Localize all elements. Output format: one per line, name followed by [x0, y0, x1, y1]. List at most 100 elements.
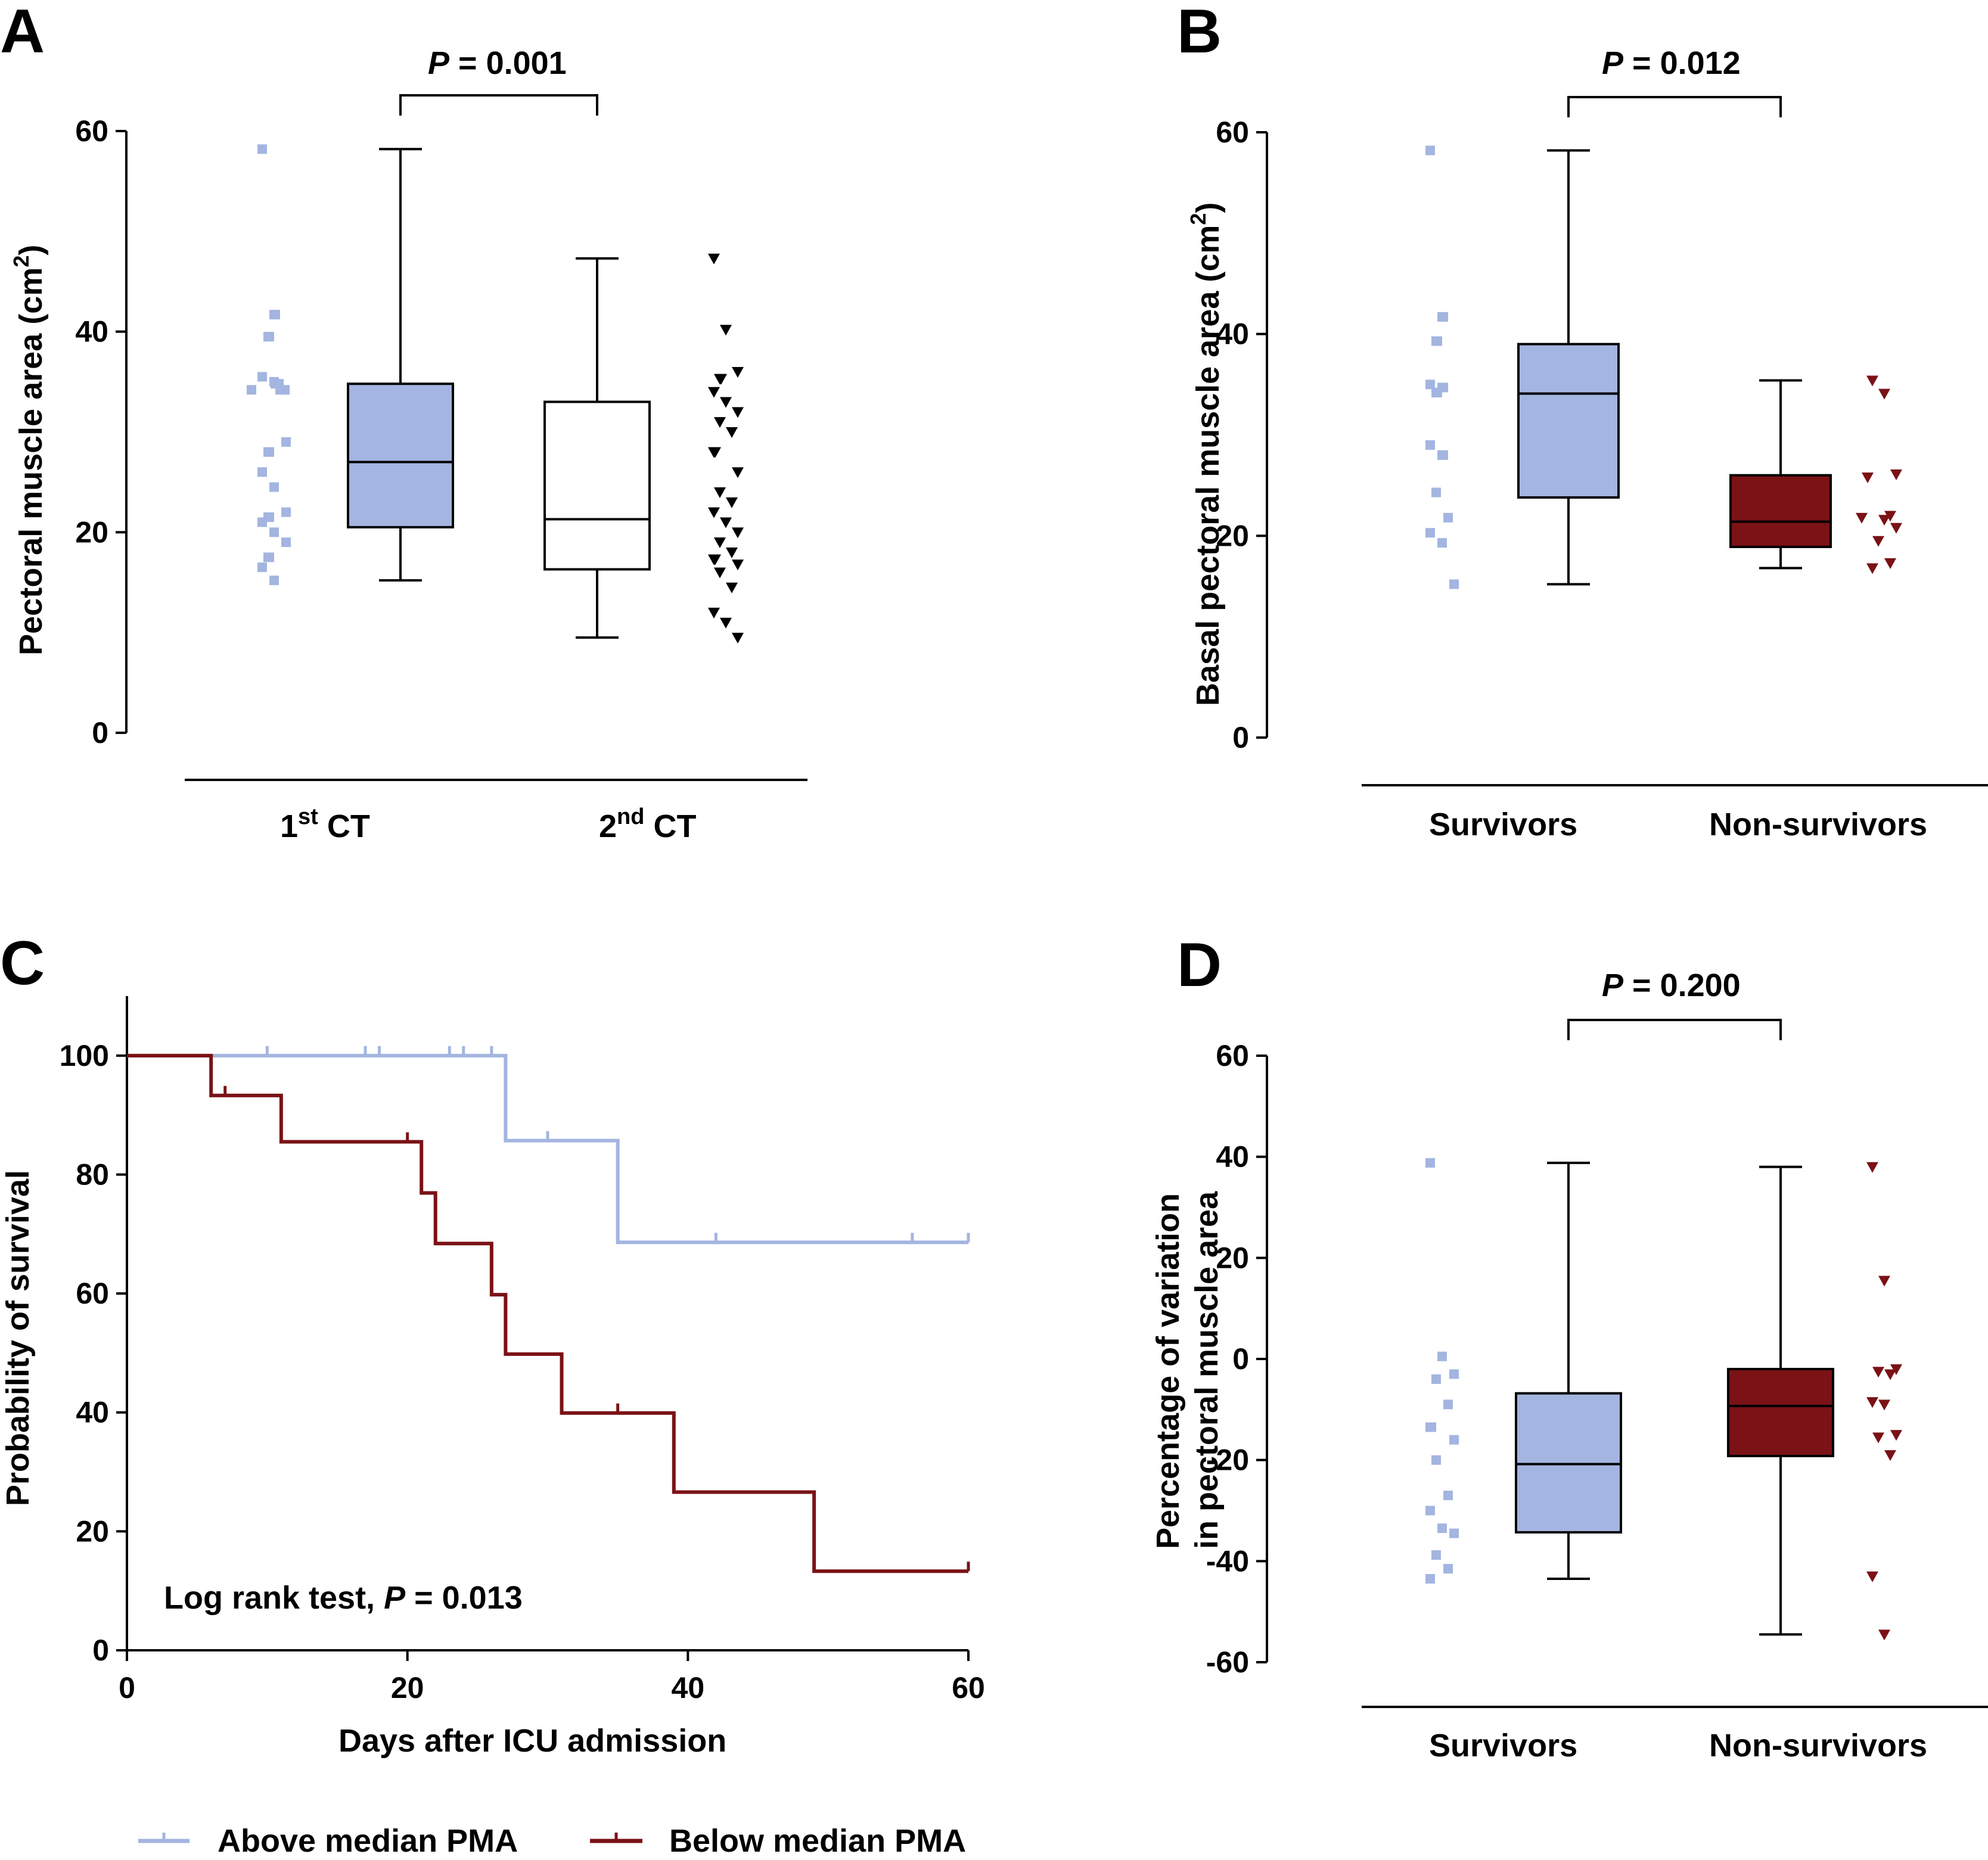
scatter-point-triangle [1866, 1397, 1878, 1408]
category-label-survivors-b: Survivors [1429, 807, 1577, 842]
scatter-point-square [257, 372, 267, 382]
scatter-point-square [281, 537, 291, 548]
scatter-point-square [1425, 440, 1435, 450]
box-iqr [1517, 343, 1620, 499]
scatter-point-triangle [708, 507, 720, 518]
scatter-point-square [1449, 1435, 1459, 1445]
y-axis-label-a: Pectoral muscle area (cm2) [9, 245, 49, 655]
box-iqr [1515, 1392, 1622, 1534]
x-tick-label: 20 [391, 1671, 424, 1705]
scatter-point-square [1427, 1422, 1436, 1432]
p-value-b: P = 0.012 [1602, 45, 1741, 81]
scatter-point-triangle [708, 387, 720, 398]
x-tick-label: 40 [672, 1671, 705, 1705]
y-tick-label: 40 [76, 1396, 109, 1429]
scatter-point-square [1449, 1528, 1459, 1538]
scatter-point-triangle [1862, 472, 1874, 484]
category-label-2nd-ct: 2nd CT [599, 804, 696, 844]
x-axis-label-c: Days after ICU admission [338, 1723, 726, 1759]
scatter-point-square [1443, 1491, 1453, 1501]
y-tick-label: 60 [1216, 116, 1249, 149]
scatter-point-triangle [1890, 1364, 1902, 1375]
scatter-point-square [269, 527, 279, 537]
y-axis-label-d-line1: Percentage of variation [1150, 1193, 1186, 1549]
log-rank-annotation: Log rank test, P = 0.013 [164, 1580, 523, 1616]
scatter-point-square [265, 332, 274, 342]
panel-letter-d: D [1177, 931, 1222, 1000]
scatter-point-triangle [726, 497, 738, 508]
scatter-point-square [1425, 1158, 1435, 1168]
category-label-survivors-d: Survivors [1429, 1728, 1577, 1763]
y-tick-label: 20 [75, 515, 108, 549]
y-tick-label: -40 [1206, 1544, 1249, 1578]
scatter-point-triangle [732, 559, 744, 571]
scatter-point-triangle [1872, 536, 1884, 547]
scatter-point-square [257, 562, 267, 573]
survival-curve [127, 1053, 968, 1573]
p-value-d: P = 0.200 [1602, 968, 1741, 1003]
scatter-point-triangle [714, 487, 726, 498]
scatter-point-triangle [732, 407, 744, 418]
scatter-point-square [271, 310, 280, 320]
scatter-point-square [1425, 380, 1435, 390]
scatter-point-square [1443, 1399, 1453, 1410]
scatter-point-square [1449, 579, 1459, 589]
scatter-point-triangle [1884, 558, 1896, 570]
scatter-point-triangle [1866, 1162, 1878, 1173]
y-tick-label: 0 [1232, 1342, 1249, 1376]
legend-label-above: Above median PMA [218, 1823, 518, 1857]
scatter-point-triangle [1878, 1399, 1890, 1411]
significance-bracket [1567, 1019, 1782, 1040]
category-label-1st-ct: 1st CT [280, 804, 370, 844]
scatter-point-square [1439, 450, 1448, 460]
y-axis-label-c: Probability of survival [0, 1170, 36, 1506]
y-tick-label: 40 [1216, 1140, 1249, 1174]
scatter-point-triangle [1866, 563, 1878, 574]
scatter-point-triangle [732, 633, 744, 644]
scatter-point-triangle [715, 374, 727, 385]
y-tick-label: -60 [1206, 1646, 1249, 1679]
scatter-point-triangle [1884, 1450, 1896, 1461]
scatter-point-triangle [732, 467, 744, 478]
scatter-point-square [265, 447, 274, 457]
panel-b: B P = 0.012 Basal pectoral muscle area (… [1177, 0, 1988, 842]
scatter-point-triangle [1890, 522, 1902, 534]
scatter-point-triangle [714, 537, 726, 549]
scatter-point-triangle [720, 617, 732, 629]
scatter-point-square [1425, 145, 1435, 155]
panel-a: A P = 0.001 Pectoral muscle area (cm2) 1… [0, 0, 807, 844]
scatter-point-triangle [726, 582, 738, 593]
y-tick-label: 40 [1216, 318, 1249, 351]
y-tick-label: 20 [1216, 519, 1249, 552]
y-tick-label: 20 [1216, 1241, 1249, 1274]
scatter-point-square [1425, 1506, 1435, 1516]
scatter-point-triangle [1872, 1432, 1884, 1444]
scatter-point-square [257, 517, 267, 527]
scatter-point-triangle [709, 447, 721, 458]
y-tick-label: 0 [92, 1634, 109, 1667]
scatter-point-triangle [1884, 1369, 1896, 1380]
scatter-point-triangle [726, 548, 738, 558]
scatter-point-triangle [726, 427, 738, 438]
box-iqr [347, 382, 454, 528]
survival-curve [127, 1053, 968, 1245]
significance-bracket [1567, 96, 1782, 117]
scatter-point-triangle [1866, 375, 1878, 387]
panel-letter-a: A [0, 0, 45, 66]
scatter-point-triangle [1878, 1629, 1890, 1641]
y-axis-label-d-line2: in pectoral muscle area [1189, 1191, 1225, 1549]
category-label-non-survivors-d: Non-survivors [1709, 1728, 1927, 1763]
scatter-point-triangle [1866, 1571, 1878, 1582]
scatter-point-triangle [708, 253, 720, 265]
y-tick-label: 0 [92, 716, 108, 749]
y-tick-label: 40 [75, 315, 108, 349]
scatter-point-square [265, 552, 274, 562]
y-axis-label-b: Basal pectoral muscle area (cm2) [1186, 203, 1226, 706]
y-tick-label: 60 [76, 1277, 109, 1310]
box-iqr [543, 400, 651, 571]
y-tick-label: 0 [1232, 721, 1249, 754]
scatter-point-square [1425, 1574, 1435, 1584]
significance-bracket [399, 94, 598, 116]
